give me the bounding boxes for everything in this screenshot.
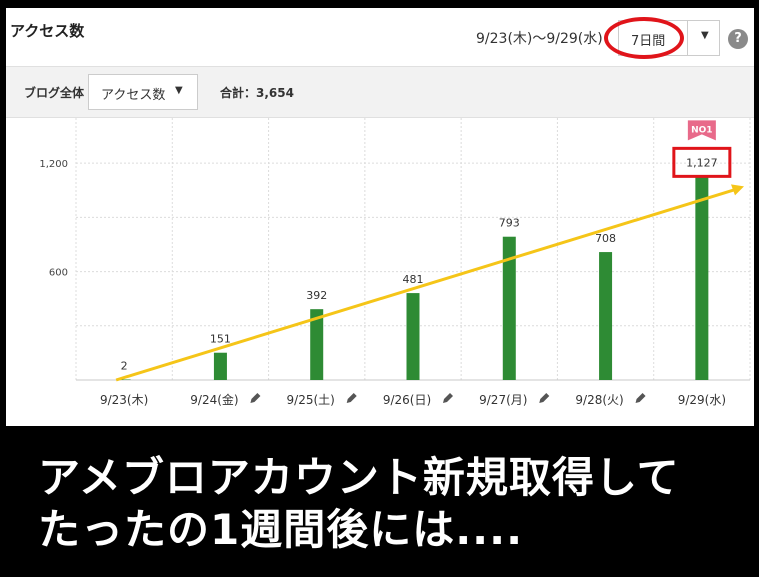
bar [117,379,131,380]
date-range: 9/23(木)〜9/29(水) [476,31,603,47]
chevron-down-icon: ▼ [701,30,709,41]
caption: アメブロアカウント新規取得して たったの1週間後には.... [38,452,680,556]
bar [695,176,709,380]
data-label: 708 [595,232,616,245]
panel-header: アクセス数 9/23(木)〜9/29(水) 7日間 ▼ ? [6,8,754,66]
data-label: 481 [403,273,424,286]
x-tick-label: 9/28(火) [575,393,623,407]
x-tick-label: 9/29(水) [678,393,726,407]
bar [310,309,324,380]
filter-bar: ブログ全体 アクセス数 ▼ 合計：3,654 [6,66,754,118]
highlight-box [672,146,732,178]
trend-arrow-line [115,187,737,382]
caption-line-1: アメブロアカウント新規取得して [38,453,680,502]
x-tick-label: 9/26(日) [383,393,431,407]
bar [599,252,613,380]
access-panel: アクセス数 9/23(木)〜9/29(水) 7日間 ▼ ? ブログ全体 アクセス… [6,8,754,426]
highlight-ellipse [604,17,684,59]
pencil-icon [250,393,261,403]
total-label: 合計：3,654 [220,86,294,100]
page-title: アクセス数 [10,22,85,40]
x-tick-label: 9/24(金) [190,392,238,407]
y-tick-label: 600 [49,268,68,279]
help-icon[interactable]: ? [728,29,748,49]
data-label: 392 [306,289,327,302]
pencil-icon [539,393,550,403]
pencil-icon [635,393,646,403]
data-label: 2 [121,360,128,373]
x-tick-label: 9/27(月) [479,393,527,407]
pencil-icon [443,393,453,403]
caption-line-2: たったの1週間後には.... [38,505,524,554]
bar [406,293,420,380]
x-tick-label: 9/25(土) [287,393,335,407]
trend-arrow-head [731,184,744,196]
metric-select[interactable]: アクセス数 ▼ [88,74,198,110]
bar-chart: 600 1,200 2 151 392 481 793 708 1,127 9/23(木) 9/24… [39,118,751,407]
x-tick-label: 9/23(木) [100,393,148,407]
y-tick-label: 1,200 [39,159,68,170]
pencil-icon [346,393,357,403]
data-label: 1,127 [686,156,718,169]
data-label: 151 [210,333,231,346]
bar [213,352,227,380]
rank-badge [687,120,716,141]
chevron-down-icon: ▼ [175,85,183,96]
rank-badge-label: NO1 [691,125,712,135]
bar [502,236,516,380]
scope-label: ブログ全体 [24,86,85,100]
period-divider [687,21,688,55]
data-label: 793 [499,217,520,230]
metric-label: アクセス数 [101,88,166,103]
